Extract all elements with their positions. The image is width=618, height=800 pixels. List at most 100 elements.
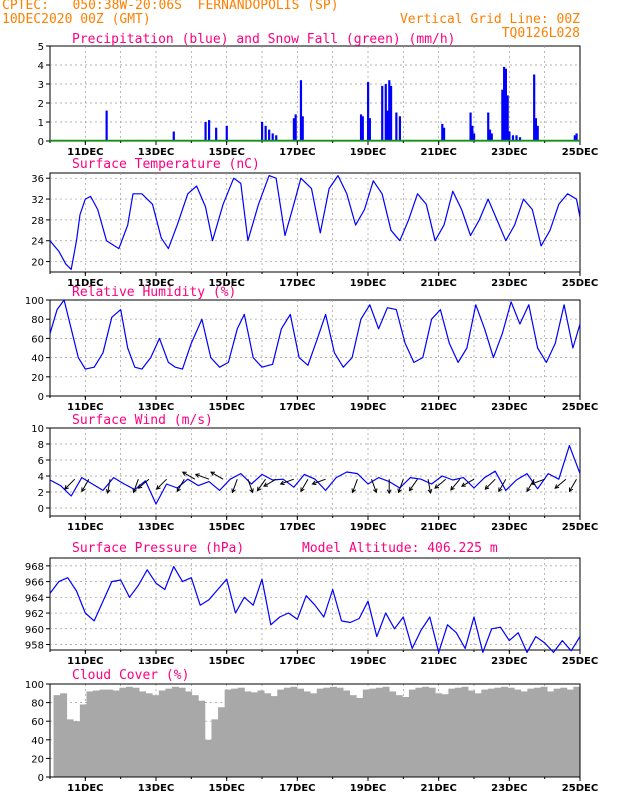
- precip-bar: [389, 85, 393, 141]
- wind-arrow-head: [181, 471, 187, 476]
- wind-arrow-shaft: [371, 479, 377, 493]
- cloud-bar: [395, 695, 403, 777]
- plot-frame: [49, 427, 581, 517]
- cloud-bar: [527, 688, 535, 777]
- wind-arrow-shaft: [280, 478, 294, 485]
- wind-arrow-head: [460, 482, 466, 487]
- wind-arrow: [554, 478, 567, 489]
- cloud-bar: [448, 688, 456, 777]
- cloud-bar: [178, 687, 186, 777]
- precip-bar: [264, 125, 267, 141]
- wind-arrow-head: [526, 487, 531, 493]
- cloud-bar: [362, 689, 370, 777]
- cloud-bar: [112, 690, 120, 777]
- wind-arrow-head: [427, 489, 433, 495]
- cloud-bar: [93, 690, 100, 777]
- cloud-bar: [165, 688, 173, 777]
- precip-bar: [359, 114, 363, 141]
- precip-bar: [261, 122, 264, 141]
- cloud-bar: [547, 691, 555, 777]
- wind-arrow-shaft: [247, 479, 254, 493]
- wind-arrow-shaft: [531, 478, 545, 485]
- precip-bar: [534, 118, 538, 141]
- cloud-bar: [145, 693, 153, 777]
- y-tick-label: 2: [38, 99, 44, 110]
- wind-arrow-shaft: [352, 479, 358, 493]
- cloud-bar: [540, 686, 548, 777]
- wind-arrow: [176, 478, 185, 493]
- precip-bar: [506, 95, 509, 141]
- panel-title: Surface Pressure (hPa): [72, 541, 244, 556]
- wind-arrow: [194, 473, 210, 480]
- x-tick-label: 23DEC: [491, 278, 527, 289]
- x-tick-label: 17DEC: [279, 278, 315, 289]
- precip-bar: [381, 85, 384, 141]
- x-tick-label: 23DEC: [491, 656, 527, 667]
- precip-bar: [518, 137, 522, 141]
- wind-arrow-head: [263, 482, 269, 487]
- cloud-bar: [224, 689, 232, 777]
- cloud-bar: [435, 693, 443, 777]
- precip-bar: [268, 129, 271, 141]
- wind-arrow-shaft: [156, 478, 167, 490]
- x-tick-label: 11DEC: [67, 656, 103, 667]
- cloud-bar: [152, 695, 160, 777]
- precip-bar: [442, 127, 446, 141]
- wind-arrow: [311, 478, 326, 486]
- wind-arrow-shaft: [398, 479, 404, 493]
- x-tick-label: 17DEC: [279, 522, 315, 533]
- y-tick-label: 962: [25, 609, 44, 620]
- y-tick-label: 24: [31, 237, 44, 248]
- y-tick-label: 60: [31, 334, 44, 345]
- wind-arrow: [526, 478, 535, 493]
- cloud-bar: [408, 689, 416, 777]
- cloud-bar: [79, 704, 87, 777]
- precip-bar: [204, 122, 207, 141]
- cloud-bar: [481, 689, 489, 777]
- x-tick-label: 13DEC: [138, 783, 174, 794]
- wind-arrow: [137, 478, 150, 489]
- panel-title: Cloud Cover (%): [72, 668, 189, 683]
- cloud-bar: [343, 690, 351, 777]
- cloud-bar: [402, 697, 410, 777]
- y-tick-label: 80: [31, 315, 44, 326]
- x-tick-label: 19DEC: [350, 522, 386, 533]
- cloud-bar: [507, 687, 515, 777]
- x-tick-label: 21DEC: [420, 147, 456, 158]
- precip-bar: [208, 120, 211, 141]
- wind-arrow-shaft: [81, 478, 90, 492]
- plot-frame: [49, 299, 581, 397]
- x-tick-label: 15DEC: [208, 783, 244, 794]
- wind-arrow-head: [450, 485, 455, 491]
- precip-bar: [292, 118, 295, 141]
- wind-arrow-head: [132, 488, 137, 494]
- y-tick-label: 1: [38, 118, 44, 129]
- y-tick-label: 966: [25, 578, 44, 589]
- wind-arrow-head: [105, 489, 111, 495]
- y-tick-label: 0: [38, 504, 44, 515]
- wind-arrow-shaft: [263, 478, 277, 487]
- cloud-bar: [218, 707, 226, 777]
- y-tick-label: 4: [38, 61, 44, 72]
- cloud-bar: [415, 687, 423, 777]
- precip-bar: [575, 133, 578, 141]
- wind-arrow: [460, 478, 475, 487]
- wind-arrow-shaft: [434, 478, 447, 489]
- cloud-bar: [86, 691, 94, 777]
- cloud-bar: [297, 688, 305, 777]
- precip-bar: [515, 135, 518, 141]
- cloud-bar: [566, 689, 574, 777]
- y-tick-label: 20: [31, 754, 44, 765]
- wind-arrow: [132, 479, 139, 494]
- wind-arrow-head: [554, 484, 560, 489]
- y-tick-label: 3: [38, 80, 44, 91]
- panel-6: 0 20 40 60 80 100 11DEC 13DEC 15DEC 17DEC 19DEC 21D…: [25, 668, 598, 794]
- plot-frame: [49, 557, 581, 651]
- run-date: 10DEC2020 00Z (GMT): [2, 12, 151, 27]
- y-tick-label: 968: [25, 562, 44, 573]
- precip-bar: [503, 66, 506, 141]
- grid-line-note: Vertical Grid Line: 00Z: [399, 12, 580, 27]
- y-tick-label: 20: [31, 373, 44, 384]
- x-tick-label: 25DEC: [562, 656, 598, 667]
- wind-arrow-shaft: [526, 478, 535, 492]
